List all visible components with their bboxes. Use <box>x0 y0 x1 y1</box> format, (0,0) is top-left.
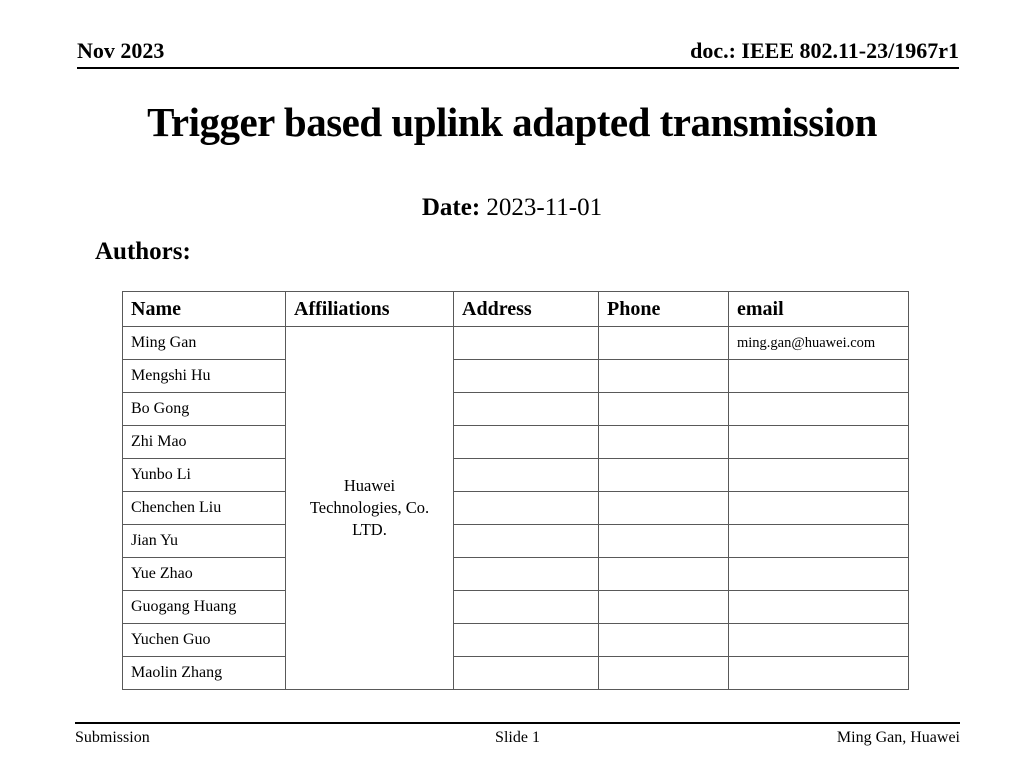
address-cell <box>453 458 599 492</box>
phone-cell <box>598 359 729 393</box>
email-cell <box>728 590 909 624</box>
table-row: Guogang Huang <box>122 590 909 624</box>
address-cell <box>453 359 599 393</box>
footer-slide-number: Slide 1 <box>495 729 540 746</box>
table-row: Mengshi Hu <box>122 359 909 393</box>
address-cell <box>453 623 599 657</box>
slide-header: Nov 2023 doc.: IEEE 802.11-23/1967r1 <box>77 38 959 69</box>
header-date: Nov 2023 <box>77 38 165 63</box>
table-row: Ming Gan Huawei Technologies, Co. LTD. m… <box>122 326 909 690</box>
phone-cell <box>598 524 729 558</box>
email-cell <box>728 524 909 558</box>
email-cell <box>728 425 909 459</box>
address-cell <box>453 656 599 690</box>
table-header-row: Name Affiliations Address Phone email <box>122 291 909 327</box>
column-header-email: email <box>728 291 909 327</box>
address-cell <box>453 590 599 624</box>
affiliation-line: Technologies, Co. <box>309 497 430 517</box>
affiliation-line: LTD. <box>352 520 387 540</box>
header-doc-number: doc.: IEEE 802.11-23/1967r1 <box>690 38 959 63</box>
slide-title: Trigger based uplink adapted transmissio… <box>147 99 877 145</box>
phone-cell <box>598 392 729 426</box>
address-cell <box>453 491 599 525</box>
address-cell <box>453 425 599 459</box>
author-name-cell: Guogang Huang <box>122 590 286 624</box>
email-cell <box>728 392 909 426</box>
table-row: Yunbo Li <box>122 458 909 492</box>
phone-cell <box>598 590 729 624</box>
phone-cell <box>598 326 729 360</box>
footer-author: Ming Gan, Huawei <box>836 729 960 746</box>
email-cell <box>728 359 909 393</box>
author-name-cell: Bo Gong <box>122 392 286 426</box>
table-row: Yue Zhao <box>122 557 909 591</box>
email-cell <box>728 491 909 525</box>
authors-label: Authors: <box>95 238 191 265</box>
footer-submission: Submission <box>75 729 150 746</box>
email-cell <box>728 557 909 591</box>
column-header-name: Name <box>122 291 286 327</box>
column-header-phone: Phone <box>598 291 729 327</box>
column-header-affiliations: Affiliations <box>285 291 454 327</box>
author-name-cell: Maolin Zhang <box>122 656 286 690</box>
affiliation-cell: Huawei Technologies, Co. LTD. <box>285 326 454 690</box>
phone-cell <box>598 491 729 525</box>
address-cell <box>453 392 599 426</box>
authors-table: Name Affiliations Address Phone email Mi… <box>122 291 909 690</box>
table-row: Chenchen Liu <box>122 491 909 525</box>
author-name-cell: Jian Yu <box>122 524 286 558</box>
table-row: Zhi Mao <box>122 425 909 459</box>
author-name-cell: Mengshi Hu <box>122 359 286 393</box>
table-row: Bo Gong <box>122 392 909 426</box>
author-name-cell: Ming Gan <box>122 326 286 360</box>
date-label: Date: <box>421 194 481 221</box>
phone-cell <box>598 425 729 459</box>
address-cell <box>453 326 599 360</box>
date-value: 2023-11-01 <box>480 194 603 221</box>
column-header-address: Address <box>453 291 599 327</box>
author-name-cell: Yunbo Li <box>122 458 286 492</box>
address-cell <box>453 524 599 558</box>
author-name-cell: Zhi Mao <box>122 425 286 459</box>
email-cell <box>728 458 909 492</box>
date-line: Date: 2023-11-01 <box>0 194 1024 222</box>
author-name-cell: Chenchen Liu <box>122 491 286 525</box>
phone-cell <box>598 656 729 690</box>
phone-cell <box>598 623 729 657</box>
email-cell <box>728 656 909 690</box>
phone-cell <box>598 557 729 591</box>
slide-footer: Submission Slide 1 Ming Gan, Huawei <box>75 722 960 747</box>
table-row: Yuchen Guo <box>122 623 909 657</box>
table-row: Maolin Zhang <box>122 656 909 690</box>
table-row: Jian Yu <box>122 524 909 558</box>
email-cell: ming.gan@huawei.com <box>728 326 909 360</box>
email-cell <box>728 623 909 657</box>
phone-cell <box>598 458 729 492</box>
affiliation-line: Huawei <box>343 475 396 495</box>
author-name-cell: Yue Zhao <box>122 557 286 591</box>
address-cell <box>453 557 599 591</box>
author-name-cell: Yuchen Guo <box>122 623 286 657</box>
